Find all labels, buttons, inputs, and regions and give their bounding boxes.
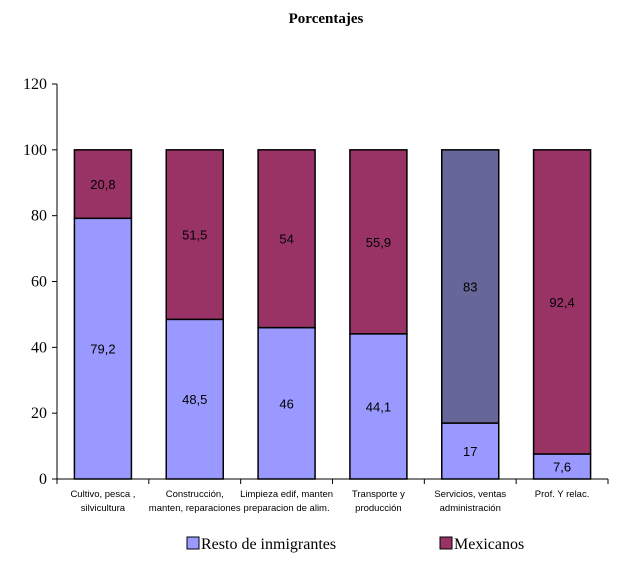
data-label: 46 xyxy=(279,396,293,411)
y-tick-label: 0 xyxy=(39,471,47,488)
data-label: 51,5 xyxy=(182,228,207,243)
bar-mexicanos xyxy=(532,149,592,455)
bar-mexicanos xyxy=(349,149,408,335)
category-label: Prof. Y relac. xyxy=(535,489,590,500)
data-label: 83 xyxy=(463,279,477,294)
bar-mexicanos xyxy=(257,149,316,329)
category-label: Transporte y xyxy=(352,489,405,500)
bar-resto xyxy=(441,422,500,480)
bar-resto xyxy=(73,217,133,480)
y-tick-label: 120 xyxy=(23,76,47,93)
y-tick-label: 20 xyxy=(31,405,47,422)
category-label: Servicios, ventas xyxy=(434,489,506,500)
bar-mexicanos xyxy=(73,149,133,220)
data-label: 20,8 xyxy=(90,177,115,192)
bar-resto xyxy=(257,326,316,480)
legend-label: Resto de inmigrantes xyxy=(201,536,336,553)
bar-mexicanos xyxy=(165,149,224,321)
category-label: preparacion de alim. xyxy=(244,503,330,514)
category-label: producción xyxy=(355,503,401,514)
y-tick-label: 100 xyxy=(23,142,47,159)
category-label: silvicultura xyxy=(81,503,126,514)
data-label: 48,5 xyxy=(182,392,207,407)
data-label: 17 xyxy=(463,444,477,459)
chart-title: Porcentajes xyxy=(289,11,364,27)
data-label: 92,4 xyxy=(549,295,574,310)
bar-resto xyxy=(165,318,224,480)
legend-label: Mexicanos xyxy=(454,536,524,553)
data-label: 7,6 xyxy=(553,459,571,474)
y-tick-label: 60 xyxy=(31,274,47,291)
plot-area: 0 20 40 60 80 100 120 79,2 20,8 Cultivo, pesca , s… xyxy=(23,76,609,514)
legend: Resto de inmigrantes Mexicanos xyxy=(186,536,524,553)
y-tick-label: 80 xyxy=(31,208,47,225)
data-label: 44,1 xyxy=(366,399,391,414)
category-label: administración xyxy=(440,503,501,514)
category-label: manten, reparaciones xyxy=(149,503,241,514)
data-label: 54 xyxy=(279,232,293,247)
category-label: Limpieza edif, manten xyxy=(240,489,333,500)
data-label: 55,9 xyxy=(366,235,391,250)
data-label: 79,2 xyxy=(90,342,115,357)
bar-mexicanos xyxy=(441,149,500,424)
y-tick-label: 40 xyxy=(31,339,47,356)
legend-swatch xyxy=(186,536,200,550)
category-label: Construcción, xyxy=(166,489,224,500)
category-label: Cultivo, pesca , xyxy=(70,489,135,500)
legend-swatch xyxy=(439,536,453,550)
